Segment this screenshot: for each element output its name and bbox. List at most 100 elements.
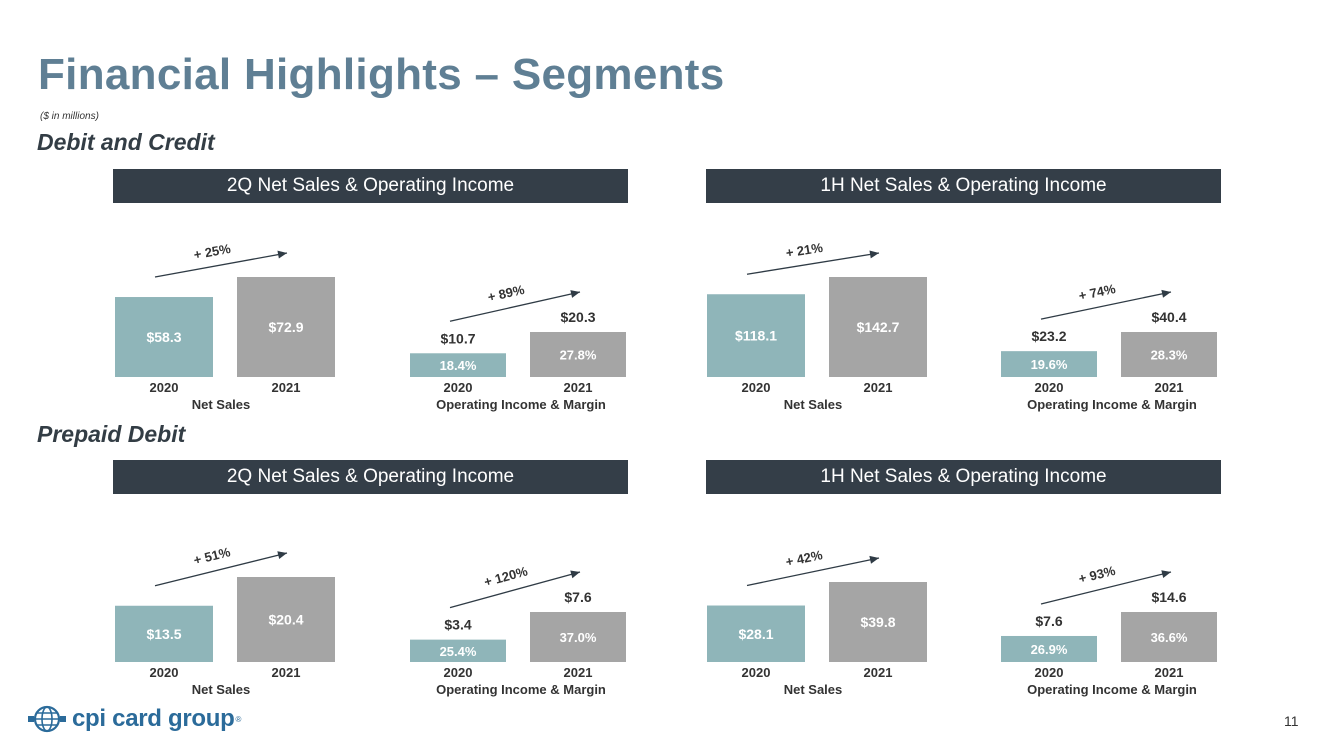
tick-label-2021: 2021 [1155,665,1184,680]
growth-label: + 21% [785,240,825,261]
page-title: Financial Highlights – Segments [38,50,725,99]
panel-header-prepaid-2q: 2Q Net Sales & Operating Income [113,460,628,494]
section-title-prepaid-debit: Prepaid Debit [37,421,186,447]
data-label-value-2020: $3.4 [444,617,471,633]
chart-prepaid-1h-operating-income: 2020 $7.6 26.9% 2021 $14.6 36.6% Operating Inc… [1001,563,1217,697]
page-number: 11 [1284,713,1299,729]
data-label-value-2020: $58.3 [146,329,181,345]
panel-header-debit-credit-1h: 1H Net Sales & Operating Income [706,169,1221,203]
data-label-value-2020: $7.6 [1035,613,1062,629]
data-label-value-2021: $39.8 [860,614,895,630]
axis-label: Operating Income & Margin [1027,397,1197,412]
bar-2020 [115,297,213,377]
bar-2020 [410,353,506,377]
growth-arrow-head-icon [869,250,879,259]
logo-text: cpi card group [72,705,235,732]
tick-label-2020: 2020 [444,380,473,395]
tick-label-2020: 2020 [1035,380,1064,395]
axis-label: Operating Income & Margin [436,682,606,697]
panel-header-debit-credit-2q: 2Q Net Sales & Operating Income [113,169,628,203]
tick-label-2021: 2021 [864,380,893,395]
data-label-margin-2021: 37.0% [560,630,597,645]
bar-2020 [1001,351,1097,377]
tick-label-2021: 2021 [272,380,301,395]
tick-label-2020: 2020 [150,665,179,680]
data-label-value-2021: $20.4 [268,612,303,628]
chart-debit-credit-1h-operating-income: 2020 $23.2 19.6% 2021 $40.4 28.3% Operating In… [1001,281,1217,412]
growth-arrow-line [449,291,581,322]
data-label-value-2021: $72.9 [268,319,303,335]
growth-arrow-head-icon [869,555,879,564]
data-label-margin-2020: 19.6% [1031,357,1068,372]
bar-2020 [1001,635,1097,662]
axis-label: Net Sales [784,397,843,412]
bar-2021 [1121,332,1217,377]
chart-debit-credit-1h-net-sales: 2020 $118.1 2021 $142.7 Net Sales + 21% [707,240,927,412]
growth-arrow-head-icon [570,290,580,298]
chart-debit-credit-2q-net-sales: 2020 $58.3 2021 $72.9 Net Sales + 25% [115,241,335,412]
bar-2021 [237,277,335,377]
growth-arrow-head-icon [1161,289,1171,298]
logo-registered-mark: ® [235,714,242,724]
data-label-margin-2021: 27.8% [560,348,597,363]
tick-label-2020: 2020 [444,665,473,680]
growth-label: + 42% [784,547,824,569]
axis-label: Net Sales [784,682,843,697]
growth-arrow-line [1040,291,1172,320]
data-label-value-2020: $10.7 [440,330,475,346]
axis-label: Net Sales [192,397,251,412]
data-label-value-2020: $13.5 [146,626,181,642]
data-label-value-2021: $142.7 [857,319,900,335]
data-label-value-2021: $7.6 [564,589,591,605]
bar-2021 [829,277,927,377]
axis-label: Operating Income & Margin [436,397,606,412]
growth-label: + 93% [1077,563,1117,587]
growth-arrow-line [746,252,880,275]
bar-2021 [530,332,626,377]
bar-2020 [115,605,213,662]
growth-label: + 89% [486,282,526,305]
growth-arrow-head-icon [277,551,287,560]
tick-label-2021: 2021 [272,665,301,680]
data-label-value-2020: $28.1 [738,626,773,642]
logo-globe-icon [28,705,66,733]
tick-label-2020: 2020 [1035,665,1064,680]
section-title-debit-credit: Debit and Credit [37,129,215,155]
bar-2021 [829,582,927,662]
growth-arrow-line [154,252,288,278]
bar-2020 [410,639,506,662]
tick-label-2021: 2021 [864,665,893,680]
tick-label-2020: 2020 [742,665,771,680]
data-label-value-2021: $14.6 [1151,589,1186,605]
units-note: ($ in millions) [40,111,99,122]
data-label-value-2021: $20.3 [560,309,595,325]
growth-arrow-head-icon [277,250,287,259]
tick-label-2021: 2021 [1155,380,1184,395]
data-label-margin-2020: 25.4% [440,644,477,659]
growth-label: + 25% [193,241,233,262]
data-label-value-2020: $23.2 [1031,328,1066,344]
data-label-value-2020: $118.1 [735,328,777,344]
bar-2021 [237,577,335,662]
company-logo: cpi card group ® [28,703,241,735]
bar-2021 [1121,612,1217,662]
tick-label-2021: 2021 [564,380,593,395]
chart-prepaid-2q-net-sales: 2020 $13.5 2021 $20.4 Net Sales + 51% [115,544,335,697]
growth-arrow-line [746,557,880,587]
growth-label: + 120% [482,563,529,589]
growth-label: + 74% [1077,281,1117,303]
growth-arrow-line [1040,571,1172,605]
growth-arrow-head-icon [570,570,580,579]
axis-label: Net Sales [192,682,251,697]
chart-prepaid-2q-operating-income: 2020 $3.4 25.4% 2021 $7.6 37.0% Operating Inco… [410,563,626,697]
growth-arrow-line [449,571,581,609]
tick-label-2020: 2020 [742,380,771,395]
tick-label-2021: 2021 [564,665,593,680]
tick-label-2020: 2020 [150,380,179,395]
panel-header-prepaid-1h: 1H Net Sales & Operating Income [706,460,1221,494]
data-label-margin-2020: 18.4% [440,358,477,373]
chart-prepaid-1h-net-sales: 2020 $28.1 2021 $39.8 Net Sales + 42% [707,547,927,697]
growth-arrow-line [154,552,288,587]
bar-2021 [530,612,626,662]
chart-debit-credit-2q-operating-income: 2020 $10.7 18.4% 2021 $20.3 27.8% Operating In… [410,282,626,412]
